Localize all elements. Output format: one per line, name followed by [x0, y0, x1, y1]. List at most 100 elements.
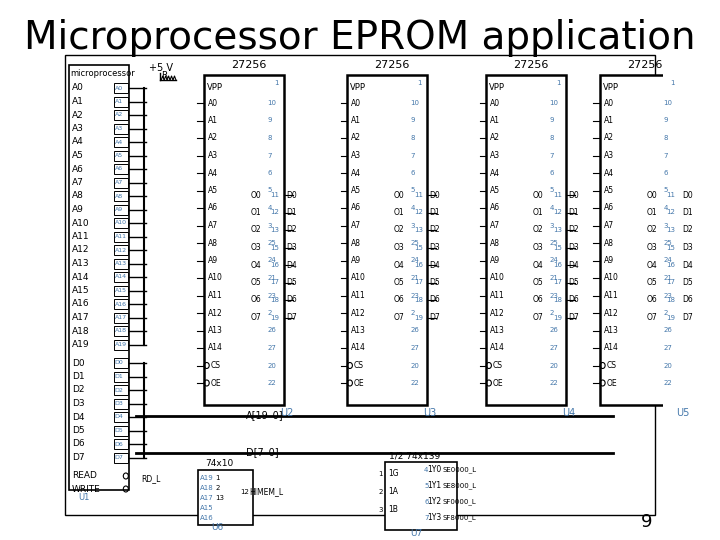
Text: A19: A19: [200, 475, 214, 481]
Text: 4: 4: [549, 205, 554, 211]
Text: U4: U4: [562, 408, 575, 418]
Text: O2: O2: [647, 226, 657, 234]
Text: A0: A0: [207, 98, 217, 107]
Text: A4: A4: [603, 168, 613, 178]
Text: 10: 10: [549, 100, 559, 106]
FancyBboxPatch shape: [114, 439, 127, 449]
FancyBboxPatch shape: [114, 218, 127, 228]
Text: A16: A16: [72, 300, 89, 308]
Text: A4: A4: [115, 139, 123, 145]
Text: O2: O2: [533, 226, 544, 234]
Text: 7: 7: [424, 515, 428, 521]
Text: D0: D0: [72, 359, 84, 368]
Text: A8: A8: [351, 239, 361, 247]
Text: A2: A2: [603, 133, 613, 143]
Text: A0: A0: [603, 98, 613, 107]
Text: 23: 23: [663, 293, 672, 299]
Text: A7: A7: [207, 221, 217, 230]
Text: 1: 1: [557, 80, 561, 86]
Text: 11: 11: [553, 192, 562, 198]
Text: D5: D5: [568, 278, 579, 287]
Text: 17: 17: [667, 280, 675, 286]
Text: 18: 18: [271, 297, 279, 303]
Text: 12: 12: [414, 210, 423, 215]
Text: D6: D6: [72, 440, 84, 449]
Text: 19: 19: [553, 314, 562, 321]
Text: 15: 15: [271, 245, 279, 251]
Text: 15: 15: [414, 245, 423, 251]
Text: 6: 6: [267, 170, 272, 176]
Text: A7: A7: [72, 178, 84, 187]
Text: A0: A0: [115, 85, 123, 91]
FancyBboxPatch shape: [114, 372, 127, 381]
Text: WRITE: WRITE: [72, 484, 101, 494]
Text: O1: O1: [533, 208, 544, 217]
Text: O4: O4: [251, 260, 261, 269]
FancyBboxPatch shape: [114, 83, 127, 93]
Text: 7: 7: [663, 152, 667, 159]
Text: CS: CS: [211, 361, 221, 370]
Text: O5: O5: [394, 278, 405, 287]
Text: D2: D2: [286, 226, 297, 234]
Text: 25: 25: [267, 240, 276, 246]
Text: 6: 6: [549, 170, 554, 176]
Text: 15: 15: [667, 245, 675, 251]
Text: 11: 11: [414, 192, 423, 198]
Text: OE: OE: [607, 379, 618, 388]
Text: A15: A15: [115, 288, 127, 293]
Text: 9: 9: [641, 513, 652, 531]
Text: D6: D6: [568, 295, 579, 305]
Text: A1: A1: [351, 116, 361, 125]
Text: 3: 3: [663, 222, 667, 228]
Text: D2: D2: [429, 226, 440, 234]
Text: A10: A10: [490, 273, 505, 282]
Text: O5: O5: [533, 278, 544, 287]
Text: 3: 3: [549, 222, 554, 228]
Text: 3: 3: [379, 507, 383, 513]
Text: D5: D5: [682, 278, 693, 287]
Text: A0: A0: [490, 98, 500, 107]
Text: SE8000_L: SE8000_L: [443, 483, 477, 489]
Text: D3: D3: [568, 243, 579, 252]
Text: D4: D4: [568, 260, 579, 269]
FancyBboxPatch shape: [385, 462, 457, 530]
Text: 12: 12: [553, 210, 562, 215]
Text: 20: 20: [663, 362, 672, 368]
Text: A8: A8: [115, 193, 123, 199]
Text: A3: A3: [207, 151, 217, 160]
Text: 21: 21: [410, 275, 420, 281]
Text: A7: A7: [490, 221, 500, 230]
Text: A17: A17: [72, 313, 89, 322]
Text: A1: A1: [115, 99, 123, 104]
Text: 13: 13: [667, 227, 675, 233]
Text: A3: A3: [603, 151, 613, 160]
Text: D6: D6: [429, 295, 440, 305]
Text: 15: 15: [553, 245, 562, 251]
Text: A8: A8: [490, 239, 500, 247]
Text: A4: A4: [72, 138, 84, 146]
FancyBboxPatch shape: [114, 164, 127, 174]
Text: A12: A12: [490, 308, 505, 318]
Text: D7: D7: [286, 313, 297, 322]
Text: 1Y2: 1Y2: [428, 497, 441, 507]
FancyBboxPatch shape: [114, 178, 127, 187]
Text: A[19–0]: A[19–0]: [246, 410, 284, 420]
Text: 18: 18: [414, 297, 423, 303]
Text: 4: 4: [663, 205, 667, 211]
Text: 27256: 27256: [231, 60, 266, 70]
Text: O7: O7: [647, 313, 657, 322]
Text: D7: D7: [682, 313, 693, 322]
Text: D5: D5: [115, 428, 124, 433]
Text: 24: 24: [549, 258, 558, 264]
Text: O0: O0: [251, 191, 261, 199]
Text: D4: D4: [72, 413, 84, 422]
Text: A2: A2: [207, 133, 217, 143]
Text: 1: 1: [274, 80, 279, 86]
Text: U3: U3: [423, 408, 436, 418]
Text: A6: A6: [603, 204, 613, 213]
Text: 9: 9: [663, 118, 667, 124]
Text: 6: 6: [424, 499, 428, 505]
Text: A6: A6: [72, 165, 84, 173]
Text: READ: READ: [72, 471, 96, 481]
Text: A9: A9: [603, 256, 613, 265]
